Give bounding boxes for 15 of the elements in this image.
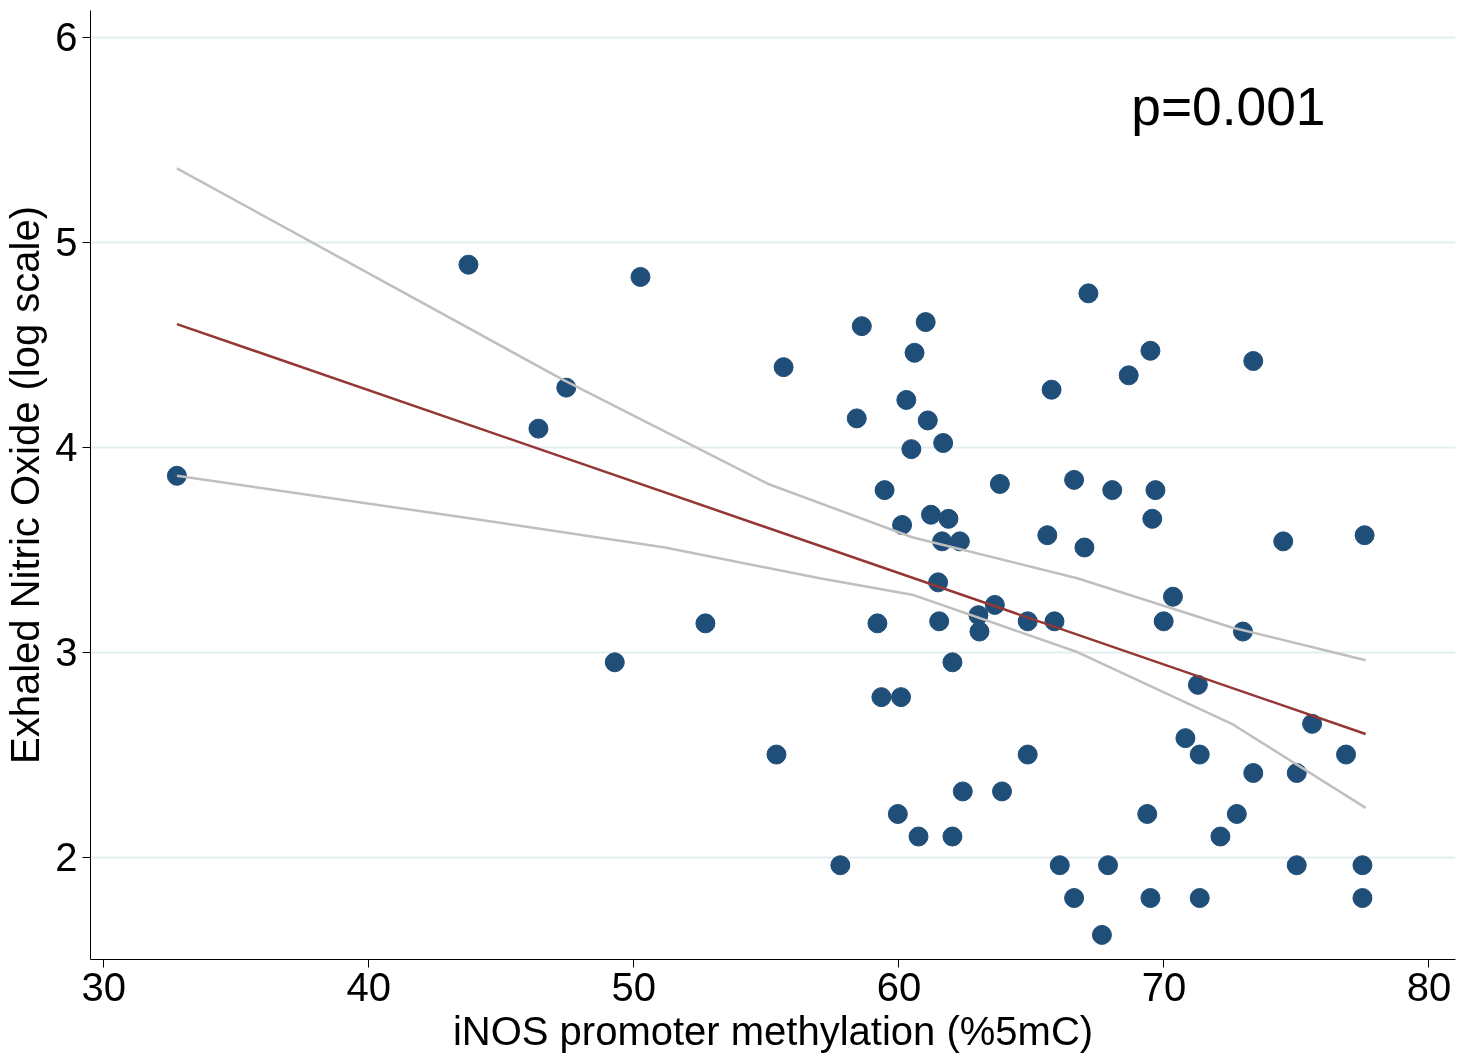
x-tick-label: 80 — [1406, 964, 1452, 1009]
annotation: p=0.001 — [1131, 76, 1326, 136]
x-tick-label: 60 — [876, 964, 922, 1009]
x-tick-label: 70 — [1141, 964, 1187, 1009]
y-tick-label: 3 — [55, 630, 78, 675]
x-tick-label: 40 — [346, 964, 392, 1009]
y-tick-label: 6 — [55, 15, 78, 60]
x-axis-title: iNOS promoter methylation (%5mC) — [452, 1008, 1094, 1053]
y-tick-label: 2 — [55, 835, 78, 880]
y-axis-title: Exhaled Nitric Oxide (log scale) — [3, 205, 48, 764]
y-tick-label: 4 — [55, 425, 78, 470]
x-tick-label: 30 — [81, 964, 127, 1009]
y-tick-label: 5 — [55, 220, 78, 265]
x-tick-label: 50 — [611, 964, 657, 1009]
line-series — [175, 167, 1367, 662]
